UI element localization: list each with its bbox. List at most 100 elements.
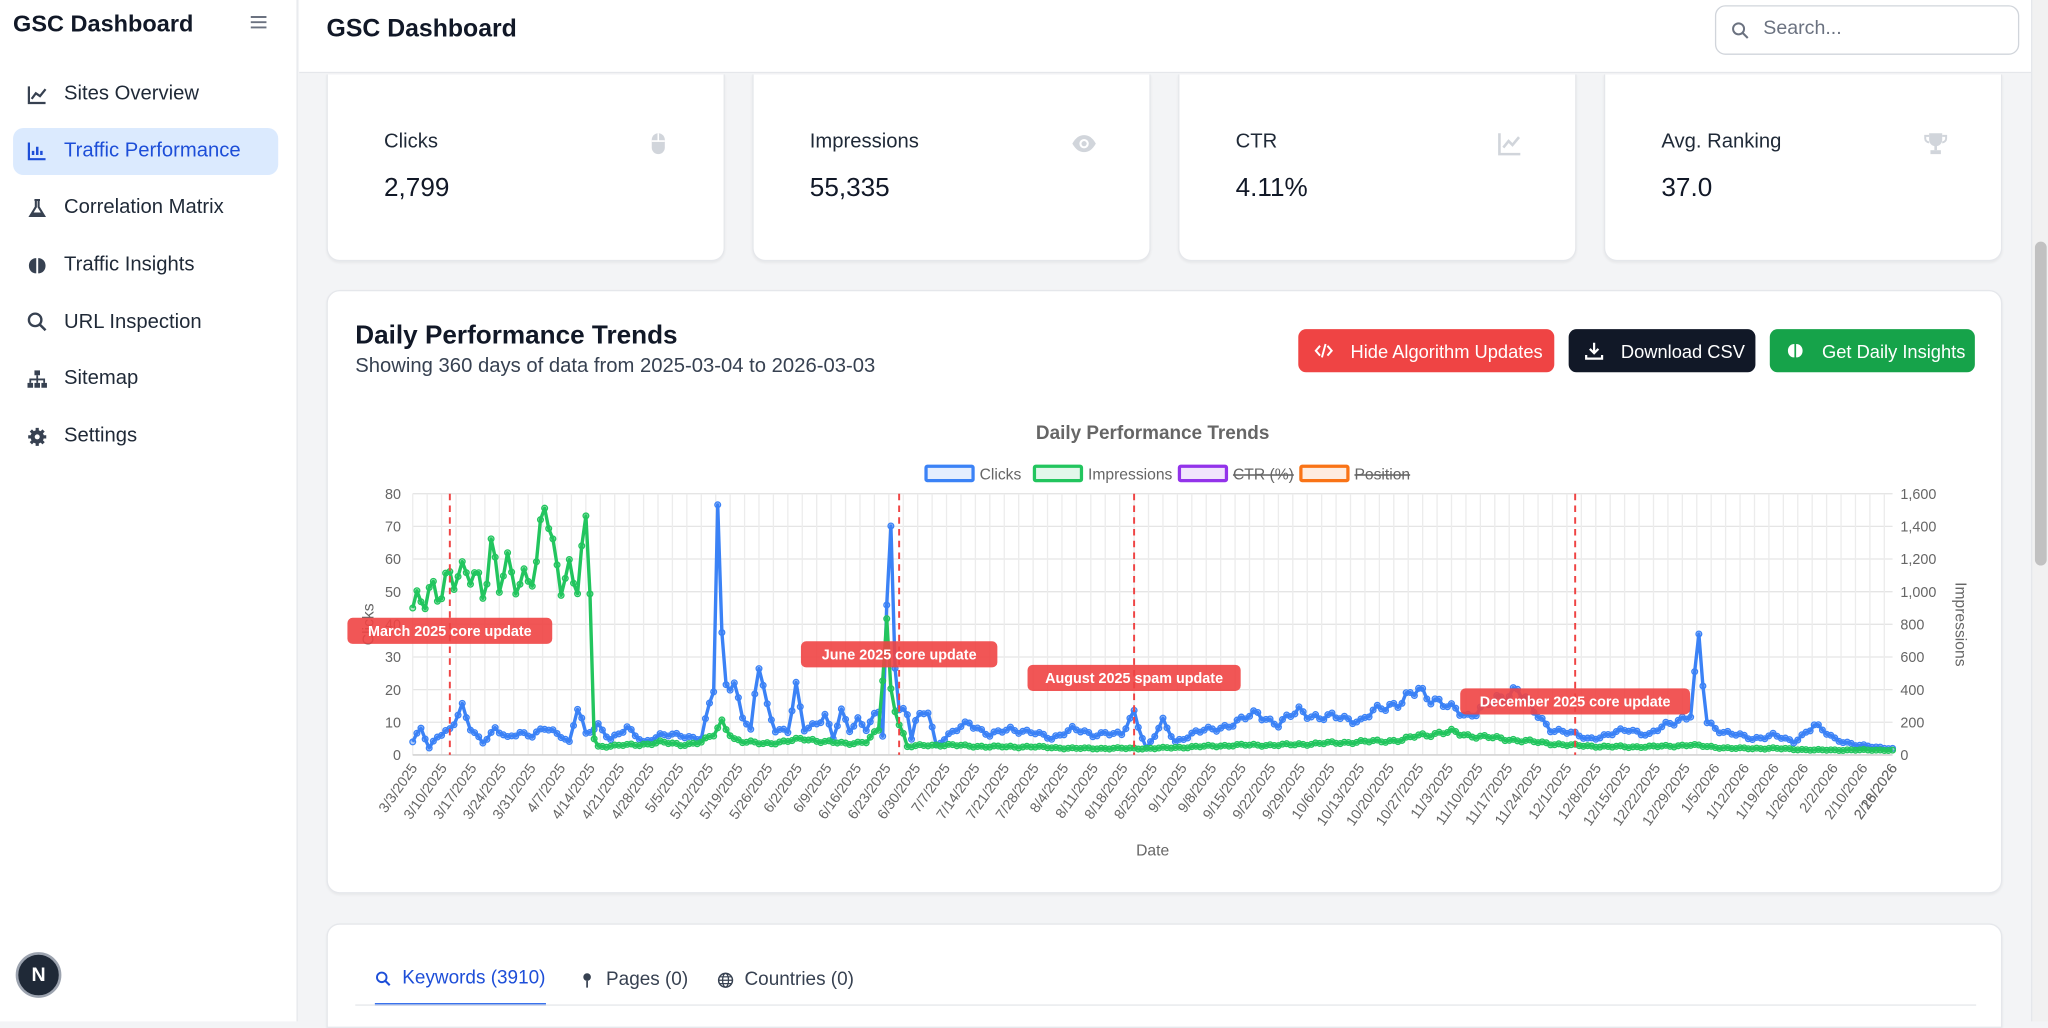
data-point bbox=[1039, 730, 1047, 738]
data-point bbox=[553, 729, 561, 738]
data-point bbox=[1167, 732, 1175, 741]
data-point bbox=[1122, 725, 1130, 733]
sidebar-item-sites-overview[interactable]: Sites Overview bbox=[13, 71, 278, 118]
hide-algorithm-updates-button[interactable]: Hide Algorithm Updates bbox=[1298, 329, 1555, 373]
data-point bbox=[512, 732, 520, 740]
data-point bbox=[710, 732, 718, 740]
annotation-label: June 2025 core update bbox=[822, 648, 977, 664]
button-label: Get Daily Insights bbox=[1822, 340, 1966, 362]
menu-collapse-icon[interactable] bbox=[248, 12, 269, 33]
data-point bbox=[747, 725, 755, 733]
data-point bbox=[887, 685, 895, 693]
data-point bbox=[862, 727, 870, 735]
data-point bbox=[417, 598, 425, 606]
data-point bbox=[536, 516, 544, 524]
data-point bbox=[524, 577, 532, 585]
data-point bbox=[862, 739, 870, 747]
data-point bbox=[883, 601, 891, 609]
sidebar-item-url-inspection[interactable]: URL Inspection bbox=[13, 299, 278, 346]
data-point bbox=[594, 720, 602, 728]
data-point bbox=[1542, 720, 1550, 728]
data-point bbox=[874, 726, 883, 734]
legend-label: Impressions bbox=[1088, 466, 1173, 483]
data-point bbox=[924, 709, 932, 717]
data-point bbox=[767, 716, 775, 724]
data-point bbox=[1159, 714, 1167, 722]
data-point bbox=[978, 725, 986, 733]
get-daily-insights-button[interactable]: Get Daily Insights bbox=[1769, 329, 1975, 373]
y-tick-label: 50 bbox=[385, 585, 401, 601]
data-point bbox=[879, 677, 887, 685]
data-point bbox=[528, 733, 536, 741]
data-point bbox=[1365, 713, 1373, 721]
tab-pages[interactable]: Pages (0) bbox=[579, 953, 688, 1005]
data-point bbox=[1369, 706, 1377, 714]
legend-swatch bbox=[1177, 464, 1229, 483]
data-point bbox=[1707, 719, 1715, 727]
legend-swatch bbox=[924, 464, 975, 483]
data-point bbox=[541, 504, 549, 512]
stat-card-avg-ranking: Avg. Ranking 37.0 bbox=[1603, 74, 2003, 262]
y2-tick-label: 1,200 bbox=[1900, 552, 1936, 568]
data-point bbox=[891, 708, 899, 716]
data-point bbox=[1670, 721, 1678, 729]
data-point bbox=[743, 720, 751, 728]
sidebar: GSC Dashboard Sites Overview Traffic Per… bbox=[0, 0, 298, 1022]
data-point bbox=[928, 723, 936, 731]
sidebar-item-settings[interactable]: Settings bbox=[13, 413, 278, 460]
y2-tick-label: 0 bbox=[1900, 748, 1908, 764]
stat-value: 37.0 bbox=[1661, 173, 1713, 203]
sidebar-item-correlation-matrix[interactable]: Correlation Matrix bbox=[13, 185, 278, 232]
sidebar-item-sitemap[interactable]: Sitemap bbox=[13, 356, 278, 403]
framework-badge[interactable]: N bbox=[15, 952, 62, 998]
data-point bbox=[734, 694, 742, 702]
search-input[interactable] bbox=[1763, 16, 1999, 40]
data-point bbox=[1423, 695, 1431, 703]
data-point bbox=[850, 722, 858, 730]
data-point bbox=[458, 699, 466, 707]
data-point bbox=[409, 738, 417, 746]
data-point bbox=[516, 580, 524, 588]
data-point bbox=[1344, 715, 1352, 723]
data-point bbox=[561, 574, 569, 582]
data-point bbox=[1295, 703, 1303, 711]
annotation-label: August 2025 spam update bbox=[1045, 671, 1223, 687]
sidebar-item-label: Settings bbox=[63, 424, 138, 447]
sidebar-item-traffic-insights[interactable]: Traffic Insights bbox=[13, 242, 278, 289]
sidebar-item-traffic-performance[interactable]: Traffic Performance bbox=[13, 127, 279, 175]
tab-countries[interactable]: Countries (0) bbox=[717, 953, 854, 1005]
sidebar-item-label: Traffic Insights bbox=[63, 253, 195, 276]
data-point bbox=[1266, 715, 1274, 723]
legend-label: CTR (%) bbox=[1233, 466, 1294, 483]
performance-title: Daily Performance Trends bbox=[355, 321, 678, 351]
stat-label: Clicks bbox=[383, 130, 438, 153]
data-point bbox=[953, 727, 961, 735]
performance-chart[interactable]: Daily Performance Trends Clicks Impression… bbox=[328, 291, 2004, 894]
y2-axis-label: Impressions bbox=[1951, 582, 1968, 667]
data-point bbox=[722, 681, 730, 689]
data-point bbox=[409, 604, 417, 612]
stat-value: 4.11% bbox=[1235, 173, 1308, 203]
data-point bbox=[470, 729, 479, 737]
legend-swatch bbox=[1299, 464, 1350, 483]
tab-keywords[interactable]: Keywords (3910) bbox=[374, 953, 546, 1006]
sidebar-nav: Sites Overview Traffic Performance Corre… bbox=[13, 71, 279, 470]
data-point bbox=[1151, 732, 1159, 741]
data-point bbox=[1410, 691, 1418, 700]
data-point bbox=[887, 522, 895, 530]
data-point bbox=[879, 732, 887, 740]
chart-title: Daily Performance Trends bbox=[1036, 423, 1269, 444]
data-point bbox=[899, 729, 907, 737]
page-scrollbar[interactable] bbox=[2031, 0, 2048, 1022]
data-point bbox=[730, 679, 738, 687]
data-point bbox=[549, 726, 557, 734]
scrollbar-thumb[interactable] bbox=[2034, 241, 2047, 566]
data-point bbox=[759, 681, 767, 689]
data-point bbox=[454, 572, 462, 581]
annotation-badge bbox=[1027, 664, 1241, 691]
data-point bbox=[425, 744, 433, 752]
line-chart-icon bbox=[27, 85, 47, 104]
data-point bbox=[462, 714, 470, 722]
data-point bbox=[1419, 684, 1427, 692]
download-csv-button[interactable]: Download CSV bbox=[1568, 329, 1756, 373]
